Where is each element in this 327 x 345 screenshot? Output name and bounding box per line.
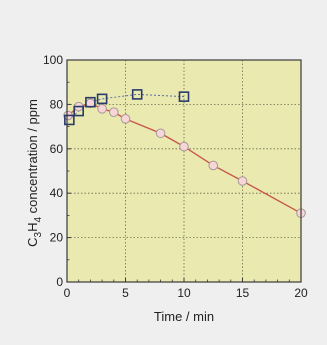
x-tick-label: 15 xyxy=(236,286,250,300)
x-tick-label: 10 xyxy=(177,286,191,300)
square-marker xyxy=(73,105,84,117)
x-axis-label: Time / min xyxy=(154,309,214,324)
y-axis-label-sub1: 3 xyxy=(33,231,44,237)
circle-marker xyxy=(208,160,219,171)
y-axis-label: C3H4 concentration / ppm xyxy=(25,99,44,247)
series-line-squares xyxy=(68,93,185,121)
square-marker xyxy=(131,89,143,100)
axis-ticks: 0 5 10 15 20 0 20 40 60 80 100 xyxy=(43,53,308,300)
circle-marker xyxy=(120,114,131,124)
x-tick-label: 5 xyxy=(122,286,129,300)
y-tick-label: 20 xyxy=(50,231,64,245)
y-axis-label-mid: H xyxy=(25,223,40,232)
series-markers xyxy=(63,89,306,218)
y-tick-label: 60 xyxy=(50,142,64,156)
square-marker xyxy=(96,93,108,105)
circle-marker xyxy=(109,107,119,117)
y-tick-label: 100 xyxy=(43,53,63,67)
y-tick-label: 0 xyxy=(56,275,63,289)
y-axis-label-prefix: C xyxy=(25,237,40,246)
x-tick-label: 0 xyxy=(64,286,71,300)
square-marker xyxy=(64,114,75,126)
circle-marker xyxy=(179,141,189,152)
square-marker xyxy=(85,96,96,108)
y-axis-label-sub2: 4 xyxy=(33,217,44,223)
circle-marker xyxy=(237,176,248,186)
plot-area xyxy=(67,60,301,282)
y-axis-label-suffix: concentration / ppm xyxy=(25,99,40,217)
y-tick-label: 40 xyxy=(50,186,64,200)
y-tick-label: 80 xyxy=(50,97,64,111)
circle-marker xyxy=(155,128,166,139)
square-marker xyxy=(178,91,190,102)
x-tick-label: 20 xyxy=(294,286,308,300)
circle-marker xyxy=(97,104,107,114)
